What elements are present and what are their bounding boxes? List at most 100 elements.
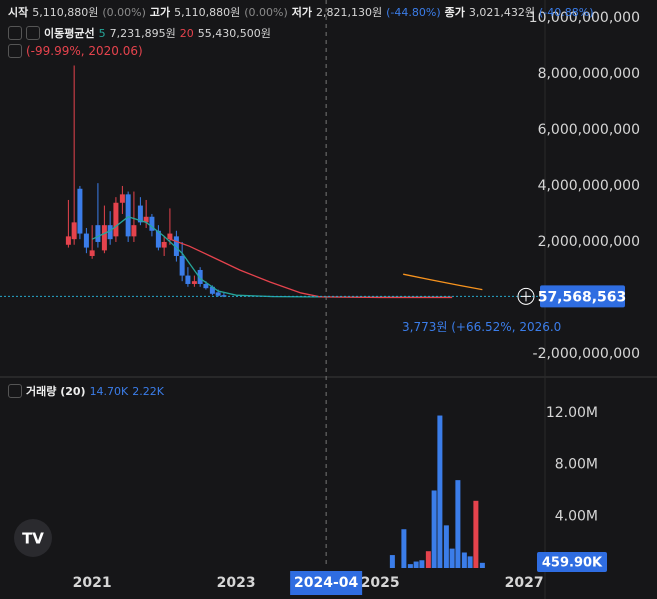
candle-body — [107, 225, 113, 240]
candle-body — [77, 188, 83, 234]
volume-bar — [425, 551, 431, 568]
candle-body — [209, 286, 215, 294]
candle-body — [167, 233, 173, 240]
price-label: 57,568,563 — [538, 289, 627, 305]
y-tick-label: 8.00M — [555, 457, 598, 473]
candle-body — [71, 222, 77, 240]
candle-body — [179, 255, 185, 276]
candle-body — [83, 233, 89, 248]
ma-legend: 이동평균선 5 7,231,895원 20 55,430,500원 — [8, 25, 271, 41]
volume-bar — [473, 500, 479, 568]
candle-body — [155, 230, 161, 248]
volume-bar — [407, 564, 413, 568]
volume-value: 2.22K — [132, 384, 164, 398]
close-icon[interactable] — [26, 26, 40, 40]
add-button[interactable] — [517, 287, 535, 305]
add-icon — [521, 291, 531, 302]
candle-body — [191, 281, 197, 284]
ohlc-label: 고가 — [149, 6, 171, 19]
volume-bar — [443, 525, 449, 568]
volume-bar — [401, 529, 407, 568]
collapse-icon[interactable] — [8, 44, 22, 58]
volume-bar — [449, 548, 455, 568]
x-tick-label: 2027 — [505, 575, 544, 591]
volume-bar — [479, 562, 485, 568]
ma-label: 이동평균선 — [44, 27, 95, 40]
volume-bar — [419, 560, 425, 568]
ma-value: 55,430,500원 — [197, 27, 271, 40]
visibility-icon[interactable] — [8, 26, 22, 40]
volume-bar — [455, 480, 461, 568]
volume-bar — [437, 415, 443, 568]
x-tick-label: 2021 — [73, 575, 112, 591]
ohlc-value: 5,110,880원 — [32, 6, 99, 19]
volume-bar — [413, 561, 419, 568]
line-series — [91, 216, 453, 298]
x-tick-label: 2023 — [217, 575, 256, 591]
y-tick-label: 10,000,000,000 — [529, 10, 640, 26]
volume-bar — [431, 490, 437, 568]
volume-label-box — [537, 552, 607, 573]
ohlc-value: 3,021,432원 — [468, 6, 535, 19]
ohlc-change: (-40.88%) — [539, 5, 594, 19]
line-series — [169, 238, 453, 299]
volume-label: 거래량 (20) — [26, 385, 86, 398]
ma-name: 5 — [98, 26, 106, 40]
y-tick-label: -2,000,000,000 — [533, 346, 640, 362]
high-note: (-99.99%, 2020.06) — [26, 44, 143, 58]
logo-mark: TV — [22, 530, 44, 548]
candle-body — [95, 225, 101, 242]
candle-body — [203, 283, 209, 289]
ohlc-value: 2,821,130원 — [316, 6, 383, 19]
candle-body — [149, 216, 155, 231]
candle-body — [137, 205, 143, 223]
ma-name: 20 — [179, 26, 194, 40]
price-label-box — [540, 285, 625, 308]
y-tick-label: 8,000,000,000 — [538, 66, 640, 82]
close-icon[interactable] — [8, 384, 22, 398]
candle-body — [89, 250, 95, 256]
ohlc-value: 5,110,880원 — [174, 6, 241, 19]
candle-body — [113, 202, 119, 237]
low-note: 3,773원 (+66.52%, 2026.0 — [402, 320, 562, 334]
candle-body — [119, 194, 125, 203]
candle-body — [65, 236, 71, 245]
y-tick-label: 4,000,000,000 — [538, 178, 640, 194]
volume-label: 459.90K — [542, 556, 603, 571]
ohlc-label: 저가 — [291, 6, 313, 19]
y-tick-label: 12.00M — [546, 405, 598, 421]
ma-value: 7,231,895원 — [109, 27, 176, 40]
volume-bar — [461, 552, 467, 568]
candle-body — [185, 275, 191, 284]
candle-body — [197, 269, 203, 284]
crosshair-label: 2024-04 — [294, 575, 359, 591]
candle-body — [161, 241, 167, 248]
y-tick-label: 6,000,000,000 — [538, 122, 640, 138]
volume-value: 14.70K — [89, 384, 129, 398]
ohlc-change: (0.00%) — [102, 5, 146, 19]
volume-legend: 거래량 (20) 14.70K 2.22K — [8, 383, 164, 399]
ohlc-change: (-44.80%) — [386, 5, 441, 19]
y-tick-label: 4.00M — [555, 508, 598, 524]
candle-body — [173, 236, 179, 256]
logo[interactable] — [14, 519, 52, 557]
candle-body — [215, 292, 221, 296]
ohlc-change: (0.00%) — [244, 5, 288, 19]
candle-body — [131, 225, 137, 237]
note-row: (-99.99%, 2020.06) — [8, 44, 143, 58]
y-tick-label: 2,000,000,000 — [538, 234, 640, 250]
candle-body — [125, 194, 131, 237]
line-series — [403, 273, 483, 291]
volume-bar — [389, 555, 395, 568]
candle-body — [143, 216, 149, 223]
volume-bar — [467, 556, 473, 568]
ohlc-legend: 시작 5,110,880원 (0.00%) 고가 5,110,880원 (0.00%) 저가… — [8, 4, 594, 20]
x-tick-label: 2025 — [361, 575, 400, 591]
crosshair-label-box — [290, 571, 363, 595]
candle-body — [101, 225, 107, 251]
ohlc-label: 종가 — [444, 6, 465, 19]
candle-body — [221, 295, 227, 297]
ohlc-label: 시작 — [8, 6, 29, 19]
